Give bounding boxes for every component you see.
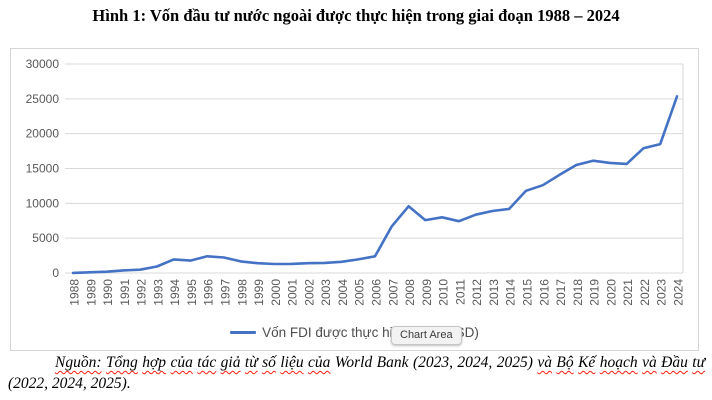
y-axis-tick-label: 10000: [26, 196, 60, 210]
x-axis-tick-label: 1999: [252, 279, 266, 306]
x-axis-tick-label: 2004: [336, 279, 350, 306]
misspelled-word: Nguồn:: [55, 354, 102, 371]
fdi-series-line[interactable]: [71, 95, 679, 275]
legend-line-marker: [230, 330, 257, 334]
x-axis-tick-label: 2015: [521, 279, 535, 306]
misspelled-word: từ: [244, 354, 258, 371]
x-axis-tick-label: 2000: [269, 279, 283, 306]
x-axis-tick-label: 2001: [286, 279, 300, 306]
x-axis-tick-label: 2003: [319, 279, 333, 306]
x-axis-tick-label: 1998: [235, 279, 249, 306]
chart-legend[interactable]: Vốn FDI được thực hiện (triệu USD): [11, 323, 698, 341]
x-axis-tick-label: 2005: [353, 279, 367, 306]
source-note: Nguồn: Tổng hợp của tác giả từ số liệu c…: [8, 352, 705, 394]
x-axis-tick-label: 1995: [185, 279, 199, 306]
y-axis-tick-label: 25000: [26, 92, 60, 106]
x-axis-tick-label: 2020: [604, 279, 618, 306]
figure-title: Hình 1: Vốn đầu tư nước ngoài được thực …: [92, 6, 620, 25]
x-axis-tick-label: 1996: [202, 279, 216, 306]
y-axis-tick-label: 0: [52, 266, 59, 280]
source-word: World: [334, 354, 373, 371]
misspelled-word: tác: [197, 354, 217, 371]
x-axis-tick-label: 2013: [487, 279, 501, 306]
x-axis-tick-label: 2007: [386, 279, 400, 306]
source-word: Bank: [376, 354, 409, 371]
source-word: (2023,: [412, 354, 453, 371]
misspelled-word: liệu: [280, 354, 304, 371]
y-axis-tick-label: 30000: [26, 57, 60, 71]
misspelled-word: của: [308, 354, 331, 371]
x-axis-tick-label: 2002: [302, 279, 316, 306]
misspelled-word: và: [537, 354, 552, 371]
x-axis-tick-label: 1989: [84, 279, 98, 306]
y-axis-tick-label: 5000: [32, 231, 59, 245]
x-axis-tick-label: 2008: [403, 279, 417, 306]
x-axis-tick-label: 1993: [151, 279, 165, 306]
misspelled-word: Tổng: [105, 354, 138, 371]
x-axis-tick-label: 2014: [504, 279, 518, 306]
source-word: 2024,: [51, 375, 87, 392]
misspelled-word: của: [170, 354, 193, 371]
x-axis-tick-label: 1988: [68, 279, 82, 306]
x-axis-tick-label: 2019: [588, 279, 602, 306]
x-axis-tick-label: 2024: [672, 279, 686, 306]
x-axis-tick-label: 2012: [470, 279, 484, 306]
x-axis-tick-label: 2010: [437, 279, 451, 306]
x-axis-tick-label: 1992: [135, 279, 149, 306]
misspelled-word: Bộ: [556, 354, 574, 371]
misspelled-word: tư: [692, 354, 706, 371]
source-word: (2022,: [8, 375, 49, 392]
source-word: 2025): [496, 354, 533, 371]
misspelled-word: hợp: [142, 354, 167, 371]
y-axis-tick-label: 15000: [26, 162, 60, 176]
x-axis-tick-label: 2011: [453, 279, 467, 305]
misspelled-word: Kế: [578, 354, 596, 371]
misspelled-word: giả: [220, 354, 241, 371]
x-axis-tick-label: 2016: [537, 279, 551, 306]
x-axis-tick-label: 2021: [621, 279, 635, 306]
x-axis-tick-label: 1991: [118, 279, 132, 306]
x-axis-tick-label: 2018: [571, 279, 585, 306]
source-word: 2025).: [90, 375, 131, 392]
misspelled-word: Đầu: [661, 354, 688, 371]
x-axis-tick-label: 2023: [655, 279, 669, 306]
x-axis-tick-label: 1997: [219, 279, 233, 306]
x-axis-tick-label: 1994: [168, 279, 182, 306]
chart-area-tooltip: Chart Area: [391, 326, 462, 345]
x-axis-tick-label: 2022: [638, 279, 652, 306]
x-axis-tick-label: 2009: [420, 279, 434, 306]
x-axis-tick-label: 2006: [370, 279, 384, 306]
misspelled-word: hoạch: [599, 354, 638, 371]
x-axis-tick-label: 2017: [554, 279, 568, 306]
x-axis-tick-label: 1990: [101, 279, 115, 306]
chart-area[interactable]: 0 5000 10000 15000 20000 25000 30000 1988 1989 19…: [10, 48, 699, 351]
misspelled-word: và: [642, 354, 657, 371]
source-word: 2024,: [457, 354, 493, 371]
misspelled-word: số: [262, 354, 276, 371]
y-axis-tick-label: 20000: [26, 127, 60, 141]
